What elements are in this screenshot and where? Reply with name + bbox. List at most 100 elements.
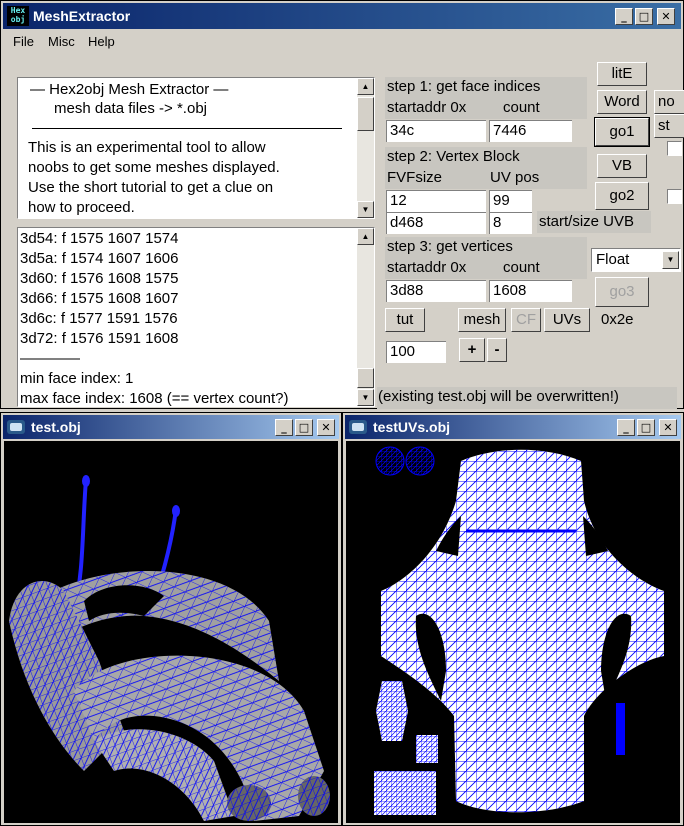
uvs-button[interactable]: UVs [544, 308, 590, 332]
go1-button[interactable]: go1 [594, 117, 650, 147]
scroll-thumb[interactable] [357, 368, 374, 388]
app-icon: Hex obj [7, 6, 29, 26]
uvb-start-input[interactable]: d468 [386, 212, 486, 234]
antenna-tip [172, 505, 180, 517]
antenna-tip [82, 475, 90, 487]
st-partial-button[interactable]: st [654, 114, 684, 138]
type-select-value: Float [596, 251, 630, 268]
maximize-icon[interactable]: □ [637, 419, 655, 436]
menu-help[interactable]: Help [88, 34, 115, 49]
info-line: noobs to get some meshes displayed. [28, 159, 280, 176]
uv-hole-right [601, 613, 632, 701]
opengl-window-icon [7, 420, 25, 434]
step2-group [385, 147, 587, 189]
log-line: 3d6c: f 1577 1591 1576 [20, 310, 178, 327]
mesh-window: test.obj _ □ ✕ [0, 412, 342, 826]
uv-window-title: testUVs.obj [373, 419, 451, 435]
status-text: (existing test.obj will be overwritten!) [378, 388, 619, 405]
scroll-down-icon[interactable]: ▼ [357, 389, 374, 406]
uv-sphere-2 [405, 446, 435, 476]
uv-sphere-1 [375, 446, 405, 476]
info-scrollbar[interactable]: ▲ ▼ [357, 78, 374, 218]
uv-window: testUVs.obj _ □ ✕ [342, 412, 684, 826]
menu-file[interactable]: File [13, 34, 34, 49]
scroll-up-icon[interactable]: ▲ [357, 78, 374, 95]
step3-count-input[interactable]: 1608 [489, 280, 572, 302]
mesh-viewport[interactable] [4, 441, 338, 823]
go3-button[interactable]: go3 [595, 277, 649, 307]
uv-viewport[interactable] [346, 441, 680, 823]
close-icon[interactable]: ✕ [657, 8, 675, 25]
vb-button[interactable]: VB [597, 154, 647, 178]
maximize-icon[interactable]: □ [635, 8, 653, 25]
uvb-label: start/size UVB [539, 213, 635, 230]
log-line: 3d60: f 1576 1608 1575 [20, 270, 179, 287]
mesh-front-arc-wire [74, 655, 324, 821]
tutorial-button[interactable]: tut [385, 308, 425, 332]
scroll-thumb[interactable] [357, 97, 374, 131]
step1-count-input[interactable]: 7446 [489, 120, 572, 142]
cf-button[interactable]: CF [511, 308, 541, 332]
close-icon[interactable]: ✕ [659, 419, 677, 436]
minimize-icon[interactable]: _ [617, 419, 635, 436]
option-checkbox-2[interactable] [667, 189, 682, 204]
info-line: This is an experimental tool to allow [28, 139, 266, 156]
fvf-size-input[interactable]: 12 [386, 190, 486, 212]
uv-pos-input[interactable]: 99 [489, 190, 532, 212]
scroll-down-icon[interactable]: ▼ [357, 201, 374, 218]
log-line: ———— [20, 350, 80, 367]
mesh-window-title: test.obj [31, 419, 81, 435]
go2-button[interactable]: go2 [595, 182, 649, 210]
uv-small-block-wire [416, 735, 438, 763]
step1-startaddr-input[interactable]: 34c [386, 120, 486, 142]
info-line-title: — Hex2obj Mesh Extractor — [30, 81, 229, 98]
scroll-up-icon[interactable]: ▲ [357, 228, 374, 245]
window-title: MeshExtractor [33, 8, 131, 24]
step3-startaddr-input[interactable]: 3d88 [386, 280, 486, 302]
plus-button[interactable]: + [459, 338, 485, 362]
info-line-subtitle: mesh data files -> *.obj [54, 100, 207, 117]
close-icon[interactable]: ✕ [317, 419, 335, 436]
mesh-center-block-wire [94, 729, 234, 821]
log-line: 3d54: f 1575 1607 1574 [20, 230, 179, 247]
opengl-window-icon [349, 420, 367, 434]
step1-startaddr-label: startaddr 0x [387, 99, 467, 116]
type-select[interactable]: Float ▼ [591, 248, 681, 272]
lite-button[interactable]: litE [597, 62, 647, 86]
step2-fvf-label: FVFsize [387, 169, 443, 186]
step1-group [385, 77, 587, 119]
log-textbox[interactable]: 3d54: f 1575 1607 1574 3d5a: f 1574 1607… [17, 227, 375, 407]
step3-title: step 3: get vertices [387, 238, 513, 255]
log-scrollbar[interactable]: ▲ ▼ [357, 228, 374, 406]
main-title-bar[interactable]: Hex obj MeshExtractor _ □ ✕ [3, 3, 681, 29]
mesh-title-bar[interactable]: test.obj _ □ ✕ [3, 415, 339, 439]
minimize-icon[interactable]: _ [275, 419, 293, 436]
mesh-wheel-left-wire [227, 785, 271, 821]
mesh-button[interactable]: mesh [458, 308, 506, 332]
option-checkbox-1[interactable] [667, 141, 682, 156]
log-line: 3d72: f 1576 1591 1608 [20, 330, 179, 347]
minimize-icon[interactable]: _ [615, 8, 633, 25]
step1-title: step 1: get face indices [387, 78, 541, 95]
menu-misc[interactable]: Misc [48, 34, 75, 49]
maximize-icon[interactable]: □ [295, 419, 313, 436]
mesh-wheel-right-wire [298, 776, 330, 816]
step2-uv-label: UV pos [490, 169, 540, 186]
uv-title-bar[interactable]: testUVs.obj _ □ ✕ [345, 415, 681, 439]
step-value-input[interactable]: 100 [386, 341, 446, 363]
uv-hole-left [415, 613, 446, 701]
uvb-size-input[interactable]: 8 [489, 212, 532, 234]
uv-bar [616, 703, 625, 755]
step3-count-label: count [503, 259, 540, 276]
word-button[interactable]: Word [597, 90, 647, 114]
log-line: 3d5a: f 1574 1607 1606 [20, 250, 179, 267]
step3-group [385, 237, 587, 279]
uvb-label-bg [537, 211, 651, 233]
step2-title: step 2: Vertex Block [387, 148, 520, 165]
minus-button[interactable]: - [487, 338, 507, 362]
info-textbox[interactable]: — Hex2obj Mesh Extractor — mesh data fil… [17, 77, 375, 219]
no-partial-button[interactable]: no [654, 90, 684, 114]
chevron-down-icon[interactable]: ▼ [662, 251, 679, 269]
log-line: max face index: 1608 (== vertex count?) [20, 390, 289, 407]
log-line: 3d66: f 1575 1608 1607 [20, 290, 179, 307]
